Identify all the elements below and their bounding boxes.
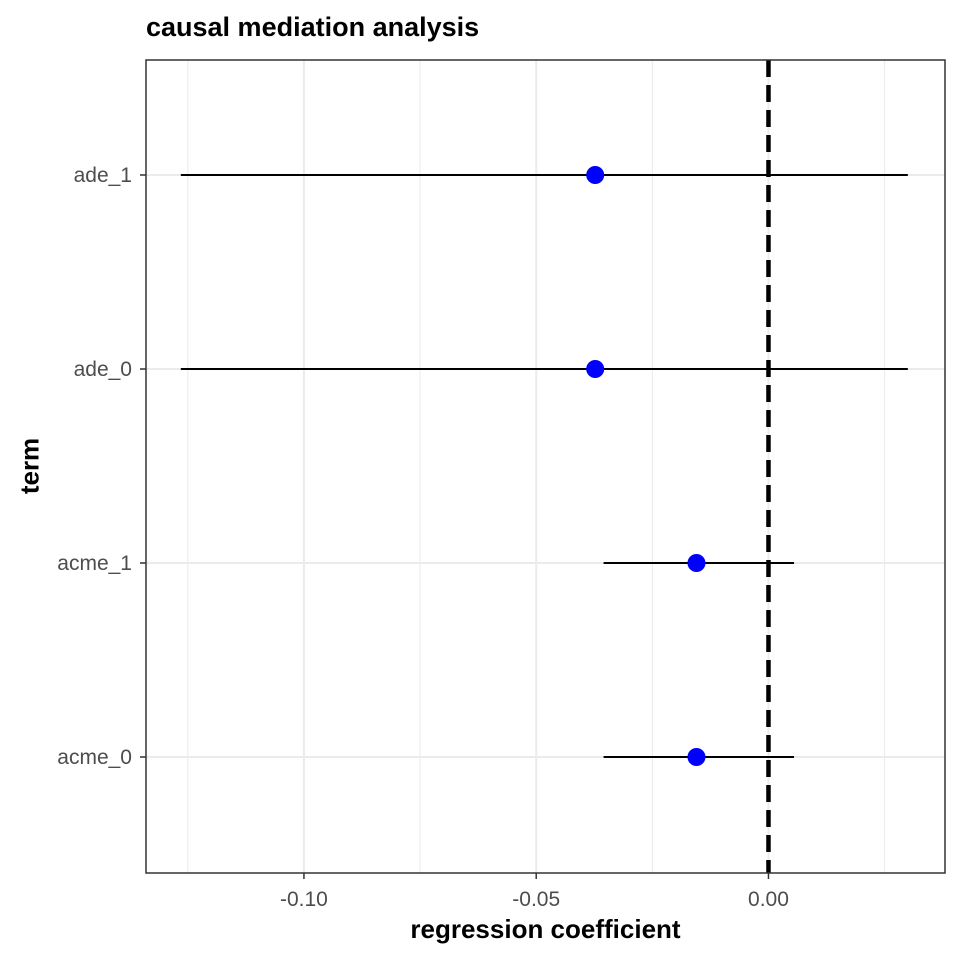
x-axis-label: regression coefficient [410, 914, 681, 944]
point-ade_1 [586, 166, 605, 184]
point-acme_0 [687, 748, 706, 766]
x-tick-label: -0.05 [512, 888, 560, 911]
y-tick-label: acme_0 [57, 746, 132, 769]
y-tick-label: ade_1 [74, 164, 132, 187]
x-tick-label: -0.10 [280, 888, 328, 911]
point-acme_1 [687, 554, 706, 572]
y-tick-label: ade_0 [74, 358, 132, 381]
y-tick-label: acme_1 [57, 552, 132, 575]
point-ade_0 [586, 360, 605, 378]
chart-title: causal mediation analysis [146, 12, 480, 42]
x-tick-label: 0.00 [748, 888, 789, 911]
panel-border [145, 59, 946, 874]
